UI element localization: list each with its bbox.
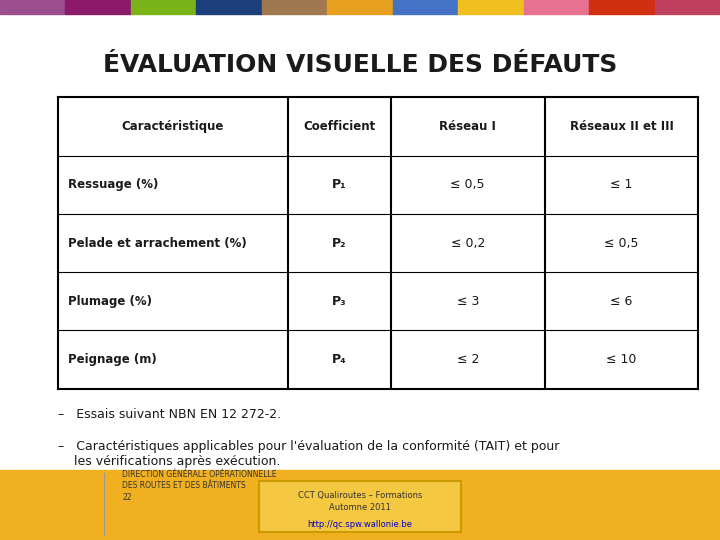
Text: ≤ 2: ≤ 2 bbox=[456, 353, 479, 366]
Text: DIRECTION GÉNÉRALE OPÉRATIONNELLE
DES ROUTES ET DES BÂTIMENTS
22: DIRECTION GÉNÉRALE OPÉRATIONNELLE DES RO… bbox=[122, 470, 277, 502]
Text: ≤ 6: ≤ 6 bbox=[611, 295, 633, 308]
Text: –   Caractéristiques applicables pour l'évaluation de la conformité (TAIT) et po: – Caractéristiques applicables pour l'év… bbox=[58, 440, 559, 468]
Bar bbox=[589, 0, 654, 14]
Bar bbox=[0, 0, 66, 14]
Text: CCT Qualiroutes – Formations
Automne 2011: CCT Qualiroutes – Formations Automne 201… bbox=[298, 491, 422, 511]
FancyBboxPatch shape bbox=[259, 481, 461, 532]
Text: http://qc.spw.wallonie.be: http://qc.spw.wallonie.be bbox=[307, 521, 413, 529]
Bar bbox=[131, 0, 197, 14]
Text: Ressuage (%): Ressuage (%) bbox=[68, 178, 159, 191]
Bar bbox=[654, 0, 720, 14]
Text: P₄: P₄ bbox=[332, 353, 347, 366]
Bar bbox=[262, 0, 328, 14]
Bar bbox=[66, 0, 131, 14]
Bar bbox=[197, 0, 262, 14]
Text: ≤ 0,5: ≤ 0,5 bbox=[451, 178, 485, 191]
Bar bbox=[523, 0, 589, 14]
Text: ≤ 0,5: ≤ 0,5 bbox=[604, 237, 639, 249]
Text: P₃: P₃ bbox=[332, 295, 347, 308]
Text: P₁: P₁ bbox=[332, 178, 347, 191]
Text: Réseau I: Réseau I bbox=[439, 120, 496, 133]
Text: –   Essais suivant NBN EN 12 272-2.: – Essais suivant NBN EN 12 272-2. bbox=[58, 408, 281, 421]
Text: Coefficient: Coefficient bbox=[303, 120, 376, 133]
Text: P₂: P₂ bbox=[333, 237, 347, 249]
Text: ÉVALUATION VISUELLE DES DÉFAUTS: ÉVALUATION VISUELLE DES DÉFAUTS bbox=[103, 53, 617, 77]
Text: Pelade et arrachement (%): Pelade et arrachement (%) bbox=[68, 237, 247, 249]
Text: ≤ 0,2: ≤ 0,2 bbox=[451, 237, 485, 249]
Bar bbox=[0, 470, 720, 540]
Text: ≤ 3: ≤ 3 bbox=[456, 295, 479, 308]
Text: ≤ 1: ≤ 1 bbox=[611, 178, 633, 191]
Bar bbox=[328, 0, 392, 14]
Text: Plumage (%): Plumage (%) bbox=[68, 295, 153, 308]
Text: Caractéristique: Caractéristique bbox=[122, 120, 224, 133]
Bar bbox=[392, 0, 458, 14]
Bar bbox=[458, 0, 523, 14]
Text: ≤ 10: ≤ 10 bbox=[606, 353, 636, 366]
Text: Peignage (m): Peignage (m) bbox=[68, 353, 157, 366]
Text: Réseaux II et III: Réseaux II et III bbox=[570, 120, 673, 133]
